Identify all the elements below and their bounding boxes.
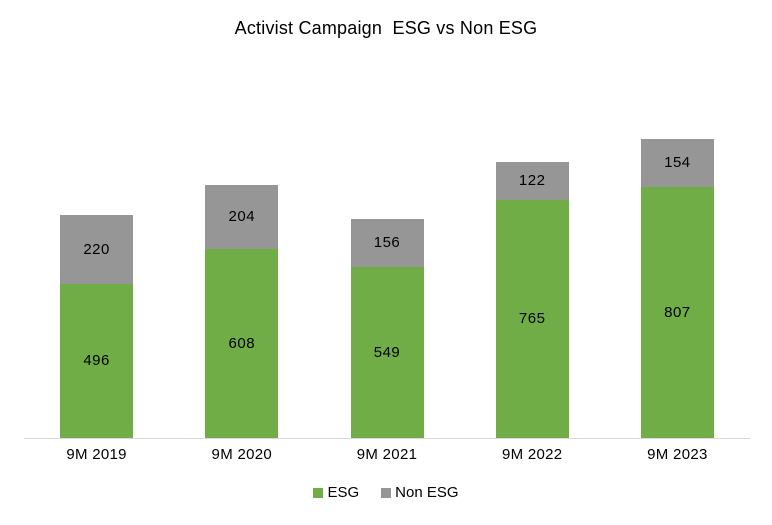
bar-9m-2021: 156 549 [350,218,424,438]
bar-9m-2020: 204 608 [205,185,279,438]
bar-segment-esg: 496 [60,283,134,438]
data-label: 154 [664,154,691,172]
data-label: 608 [228,334,256,352]
data-label: 122 [518,172,546,190]
legend-label: ESG [327,484,360,501]
bar-9m-2022: 122 765 [495,161,569,438]
bar-segment-esg: 549 [350,267,424,438]
data-label: 765 [518,310,546,328]
bar-segment-esg: 608 [205,248,279,438]
bar-segment-non-esg: 156 [350,218,424,268]
data-label: 807 [664,303,691,321]
bar-segment-esg: 765 [495,199,569,438]
plot-area: 220 496 204 608 156 549 122 765 154 807 [24,100,750,439]
x-axis-label: 9M 2020 [211,446,273,463]
legend: ESG Non ESG [0,484,772,501]
chart-title: Activist Campaign ESG vs Non ESG [234,18,538,38]
data-label: 496 [83,352,110,370]
data-label: 204 [228,208,256,226]
data-label: 549 [373,344,401,362]
legend-item-non-esg: Non ESG [381,484,459,501]
x-axis-labels: 9M 2019 9M 2020 9M 2021 9M 2022 9M 2023 [24,446,750,464]
legend-swatch-icon [313,487,324,498]
bar-segment-non-esg: 122 [495,161,569,200]
data-label: 156 [373,234,401,252]
x-axis-label: 9M 2021 [356,446,418,463]
bar-segment-non-esg: 204 [205,185,279,249]
x-axis-label: 9M 2023 [647,446,708,463]
bar-segment-non-esg: 154 [640,138,714,187]
x-axis-label: 9M 2019 [66,446,127,463]
legend-item-esg: ESG [313,484,359,501]
legend-swatch-icon [381,487,392,498]
bar-segment-non-esg: 220 [60,215,134,284]
bar-9m-2019: 220 496 [60,215,134,438]
legend-label: Non ESG [395,484,459,501]
data-label: 220 [83,240,110,258]
bar-segment-esg: 807 [640,186,714,438]
bar-9m-2023: 154 807 [640,138,714,438]
x-axis-label: 9M 2022 [501,446,563,463]
